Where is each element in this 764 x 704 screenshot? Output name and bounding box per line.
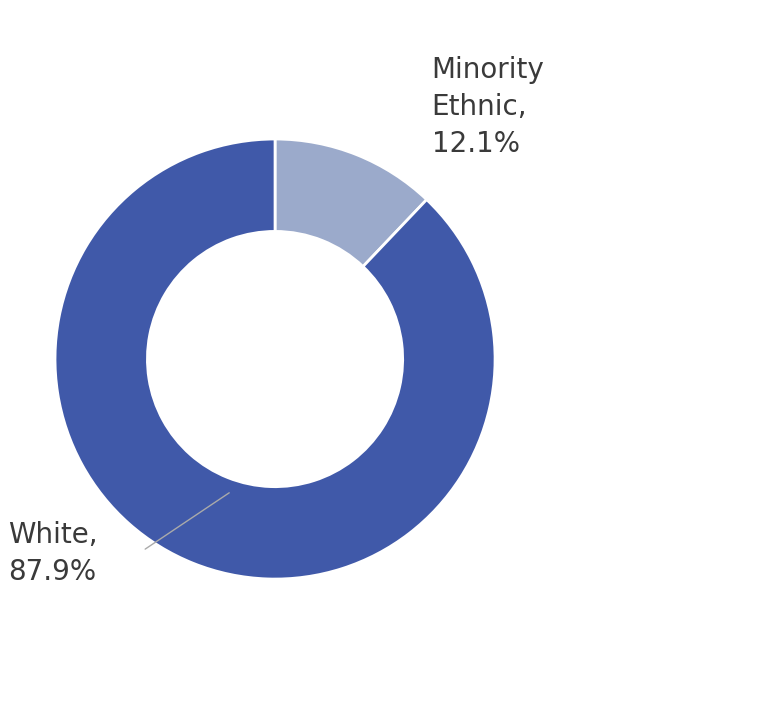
Wedge shape <box>55 139 495 579</box>
Text: Minority
Ethnic,
12.1%: Minority Ethnic, 12.1% <box>432 56 545 158</box>
Text: White,
87.9%: White, 87.9% <box>8 521 97 586</box>
Wedge shape <box>275 139 426 267</box>
